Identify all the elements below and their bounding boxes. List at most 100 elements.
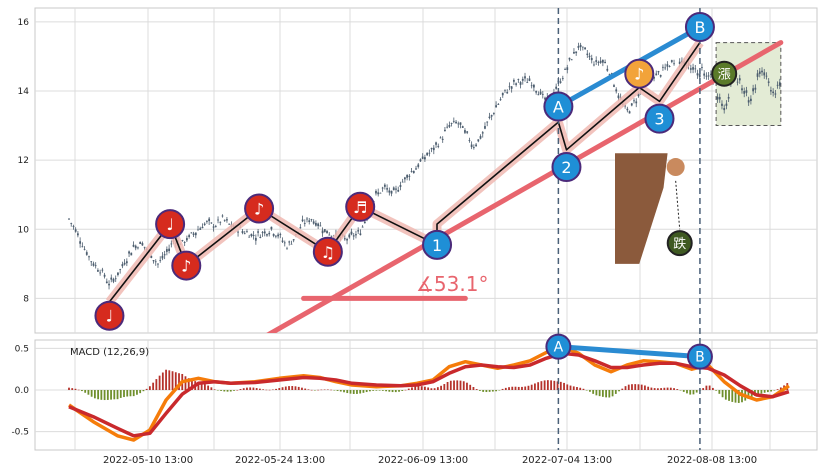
- macd-histogram-bar: [605, 390, 608, 398]
- macd-histogram-bar: [142, 390, 145, 392]
- wave-marker-circle: [155, 209, 186, 240]
- candle-body: [559, 81, 562, 83]
- macd-histogram-bar: [152, 382, 155, 390]
- candle-body: [390, 190, 393, 194]
- candle-body: [117, 272, 119, 275]
- candle-body: [455, 121, 457, 124]
- macd-histogram-bar: [171, 371, 174, 390]
- candle-body: [70, 223, 73, 224]
- candle-body: [194, 232, 197, 236]
- candle-body: [604, 61, 606, 64]
- macd-divergence-line: [558, 344, 701, 360]
- candle-body: [705, 75, 708, 77]
- candle-body: [412, 170, 415, 174]
- candle-body: [747, 100, 750, 103]
- macd-histogram-bar: [339, 390, 342, 392]
- macd-histogram-bar: [462, 381, 465, 390]
- macd-histogram-bar: [301, 387, 303, 390]
- macd-histogram-bar: [323, 389, 326, 391]
- candle-body: [741, 88, 743, 91]
- candle-body: [212, 226, 215, 228]
- candle-body: [472, 147, 475, 148]
- x-tick-label: 2022-05-10 13:00: [103, 455, 193, 466]
- macd-histogram-bar: [427, 387, 430, 390]
- candle-body: [103, 274, 106, 277]
- candle-body: [397, 189, 400, 192]
- macd-histogram-bar: [220, 390, 222, 391]
- macd-histogram-bar: [119, 390, 122, 398]
- macd-histogram-bar: [582, 388, 585, 390]
- candle-body: [363, 221, 366, 224]
- macd-histogram-bar: [330, 389, 332, 391]
- macd-histogram-bar: [634, 384, 637, 390]
- macd-histogram-bar: [647, 386, 650, 390]
- macd-divergence-marker: A: [545, 333, 572, 360]
- candle-body: [444, 129, 446, 132]
- candle-body: [101, 269, 104, 271]
- macd-histogram-bar: [123, 390, 125, 398]
- macd-histogram-bar: [284, 386, 287, 390]
- candle-body: [519, 82, 522, 85]
- macd-histogram-bar: [139, 390, 142, 394]
- wave-marker: 3: [644, 103, 675, 134]
- macd-histogram-bar: [191, 379, 193, 390]
- candle-body: [776, 84, 779, 86]
- macd-histogram-bar: [530, 384, 533, 390]
- candle-body: [277, 234, 279, 237]
- macd-histogram-bar: [424, 386, 426, 390]
- candle-body: [395, 188, 397, 190]
- candle-body: [692, 67, 694, 70]
- candle-body: [772, 91, 775, 94]
- candle-body: [290, 243, 293, 245]
- macd-histogram-bar: [475, 389, 478, 390]
- macd-histogram-bar: [669, 387, 672, 390]
- candle-body: [392, 187, 395, 191]
- wave-marker: ♪: [171, 250, 202, 281]
- macd-histogram-bar: [365, 390, 368, 393]
- candle-body: [664, 67, 667, 69]
- candle-body: [85, 252, 88, 255]
- candle-body: [555, 86, 558, 89]
- candle-body: [386, 188, 388, 190]
- candle-body: [568, 57, 571, 60]
- candle-body: [597, 62, 600, 63]
- macd-histogram-bar: [356, 390, 358, 394]
- candle-body: [524, 76, 526, 79]
- candle-body: [595, 60, 598, 62]
- price-y-tick-label: 8: [23, 294, 29, 304]
- macd-histogram-bar: [682, 390, 685, 392]
- candle-body: [81, 246, 84, 248]
- macd-histogram-bar: [650, 387, 653, 390]
- macd-histogram-bar: [359, 390, 362, 394]
- candle-body: [210, 222, 213, 224]
- macd-histogram-bar: [692, 390, 695, 395]
- candle-body: [774, 93, 777, 95]
- candle-body: [544, 97, 546, 100]
- macd-divergence-marker: B: [686, 343, 713, 370]
- candle-body: [223, 219, 226, 221]
- candle-body: [745, 90, 748, 93]
- candle-body: [721, 103, 723, 106]
- candle-body: [716, 96, 719, 100]
- wave-marker: 2: [551, 152, 582, 183]
- macd-histogram-bar: [527, 385, 530, 390]
- candle-body: [770, 90, 772, 92]
- candle-body: [678, 61, 681, 64]
- candle-body: [584, 47, 586, 50]
- candle-body: [508, 86, 511, 88]
- wave-marker-label: 3: [654, 110, 664, 129]
- candle-body: [570, 59, 573, 61]
- candle-body: [633, 100, 635, 102]
- macd-histogram-bar: [414, 386, 417, 390]
- macd-histogram-bar: [103, 390, 106, 401]
- candle-body: [668, 66, 671, 67]
- wave-marker-circle: [551, 152, 582, 183]
- candle-body: [426, 152, 429, 156]
- candle-body: [237, 231, 239, 233]
- macd-histogram-bar: [601, 390, 604, 397]
- candle-body: [484, 126, 486, 129]
- candle-body: [709, 73, 712, 75]
- candle-body: [292, 239, 295, 241]
- candle-body: [190, 232, 193, 234]
- macd-histogram-bar: [543, 380, 546, 390]
